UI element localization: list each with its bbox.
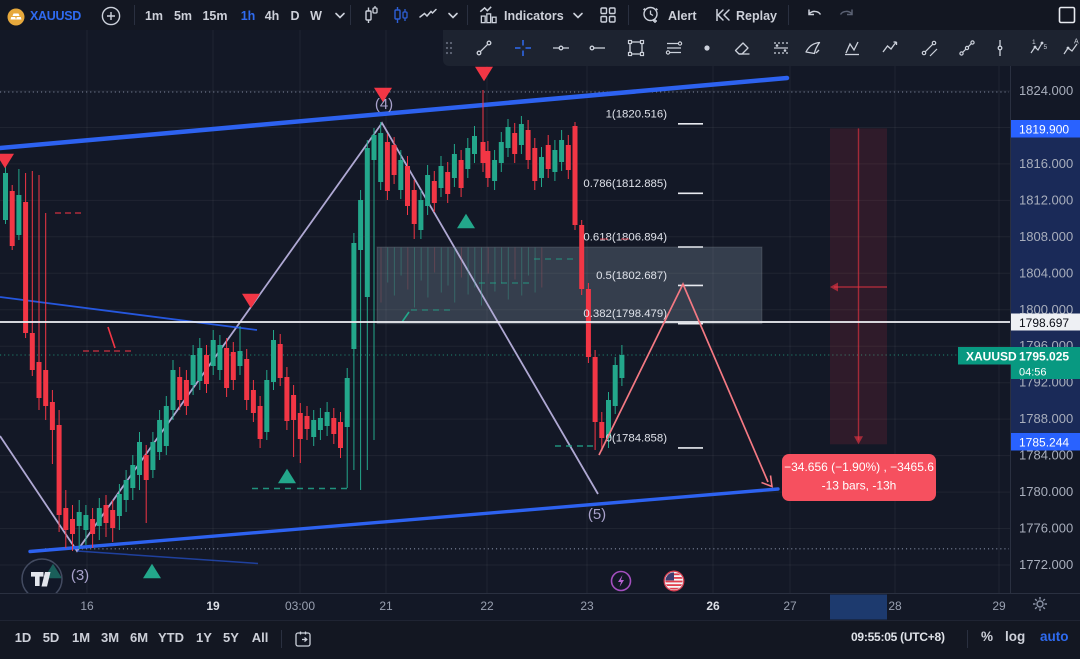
svg-text:1795.025: 1795.025 bbox=[1019, 350, 1069, 364]
svg-text:16: 16 bbox=[80, 599, 94, 613]
svg-text:1772.000: 1772.000 bbox=[1019, 557, 1073, 572]
svg-text:1812.000: 1812.000 bbox=[1019, 192, 1073, 207]
svg-text:(3): (3) bbox=[71, 567, 89, 584]
svg-text:XAUUSD: XAUUSD bbox=[966, 350, 1017, 364]
svg-text:0(1784.858): 0(1784.858) bbox=[606, 432, 668, 444]
svg-text:27: 27 bbox=[783, 599, 797, 613]
svg-text:0.786(1812.885): 0.786(1812.885) bbox=[583, 178, 667, 190]
svg-text:1780.000: 1780.000 bbox=[1019, 484, 1073, 499]
svg-text:(5): (5) bbox=[588, 506, 606, 523]
svg-text:1798.697: 1798.697 bbox=[1019, 316, 1069, 330]
svg-text:1776.000: 1776.000 bbox=[1019, 521, 1073, 536]
svg-text:28: 28 bbox=[888, 599, 902, 613]
svg-text:1784.000: 1784.000 bbox=[1019, 448, 1073, 463]
svg-text:1(1820.516): 1(1820.516) bbox=[606, 108, 668, 120]
svg-text:1819.900: 1819.900 bbox=[1019, 123, 1069, 137]
svg-text:1: 1 bbox=[1032, 39, 1036, 46]
svg-text:A: A bbox=[1074, 39, 1079, 46]
svg-text:1816.000: 1816.000 bbox=[1019, 156, 1073, 171]
svg-text:1788.000: 1788.000 bbox=[1019, 411, 1073, 426]
svg-text:1824.000: 1824.000 bbox=[1019, 83, 1073, 98]
svg-text:21: 21 bbox=[379, 599, 393, 613]
svg-text:26: 26 bbox=[706, 599, 720, 613]
svg-text:0.5(1802.687): 0.5(1802.687) bbox=[596, 270, 667, 282]
svg-text:(4): (4) bbox=[375, 96, 393, 113]
svg-text:19: 19 bbox=[206, 599, 220, 613]
svg-text:1804.000: 1804.000 bbox=[1019, 265, 1073, 280]
svg-text:1785.244: 1785.244 bbox=[1019, 436, 1069, 450]
svg-text:03:00: 03:00 bbox=[285, 599, 315, 613]
svg-text:5: 5 bbox=[1044, 44, 1048, 51]
svg-text:23: 23 bbox=[580, 599, 594, 613]
svg-text:−34.656 (−1.90%) , −3465.6: −34.656 (−1.90%) , −3465.6 bbox=[784, 460, 934, 474]
svg-text:-13 bars, -13h: -13 bars, -13h bbox=[822, 479, 897, 493]
svg-text:22: 22 bbox=[480, 599, 494, 613]
svg-text:1808.000: 1808.000 bbox=[1019, 229, 1073, 244]
svg-text:29: 29 bbox=[992, 599, 1006, 613]
svg-text:0.382(1798.479): 0.382(1798.479) bbox=[583, 308, 667, 320]
svg-text:04:56: 04:56 bbox=[1019, 367, 1047, 379]
svg-text:1800.000: 1800.000 bbox=[1019, 302, 1073, 317]
svg-text:0.618(1806.894): 0.618(1806.894) bbox=[583, 232, 667, 244]
